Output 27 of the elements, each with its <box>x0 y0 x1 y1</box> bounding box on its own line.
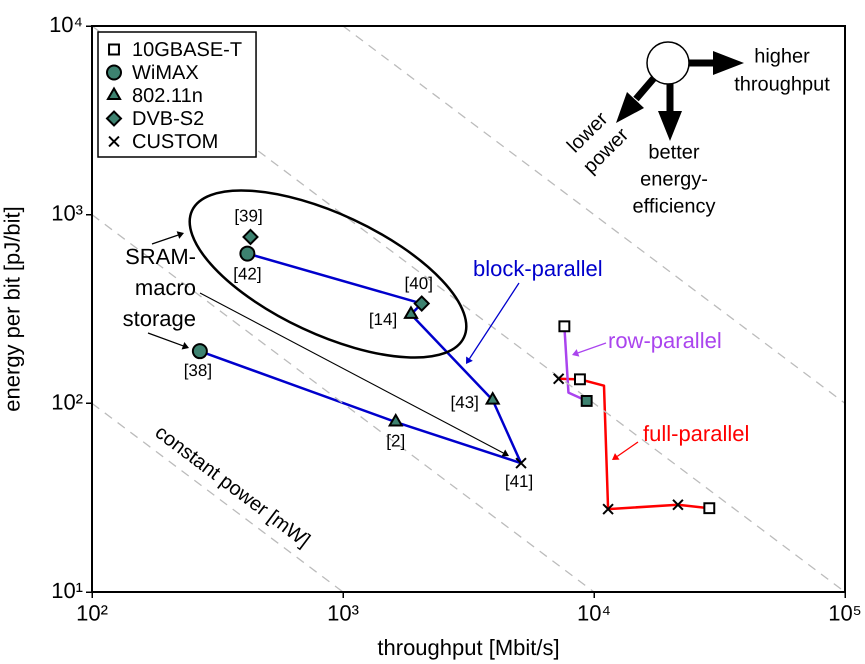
y-axis-title: energy per bit [pJ/bit] <box>0 206 24 412</box>
x-tick-label: 10⁵ <box>828 600 862 626</box>
annotation: [38] <box>184 360 212 380</box>
x-tick-label: 10⁴ <box>577 600 611 626</box>
annotation: [2] <box>386 432 406 451</box>
legend-label: CUSTOM <box>132 131 218 154</box>
x-tick-label: 10³ <box>327 600 359 626</box>
legend-label: DVB-S2 <box>132 108 204 130</box>
x-axis-title: throughput [Mbit/s] <box>377 634 560 660</box>
legend-label: row-parallel <box>608 328 722 354</box>
annotation: [39] <box>234 206 263 226</box>
legend-label: 10GBASE-T <box>132 39 242 62</box>
y-tick-label: 10² <box>51 389 83 414</box>
legend-label: WiMAX <box>132 62 199 84</box>
text: block-parallel <box>473 256 603 282</box>
legend-label: 802.11n <box>132 85 203 108</box>
annotation: [40] <box>404 274 433 294</box>
annotation: [41] <box>504 472 534 491</box>
y-tick-label: 10⁴ <box>49 12 83 38</box>
annotation: [43] <box>450 392 479 412</box>
series-label: full-parallel <box>643 421 750 446</box>
annotation: better energy-efficiency <box>632 142 716 218</box>
annotation: [14] <box>368 310 398 330</box>
annotation: [42] <box>233 264 262 284</box>
annotation: higher throughput <box>734 46 830 96</box>
y-tick-label: 10³ <box>51 200 83 226</box>
annotation: SRAM-macro storage <box>122 244 196 332</box>
